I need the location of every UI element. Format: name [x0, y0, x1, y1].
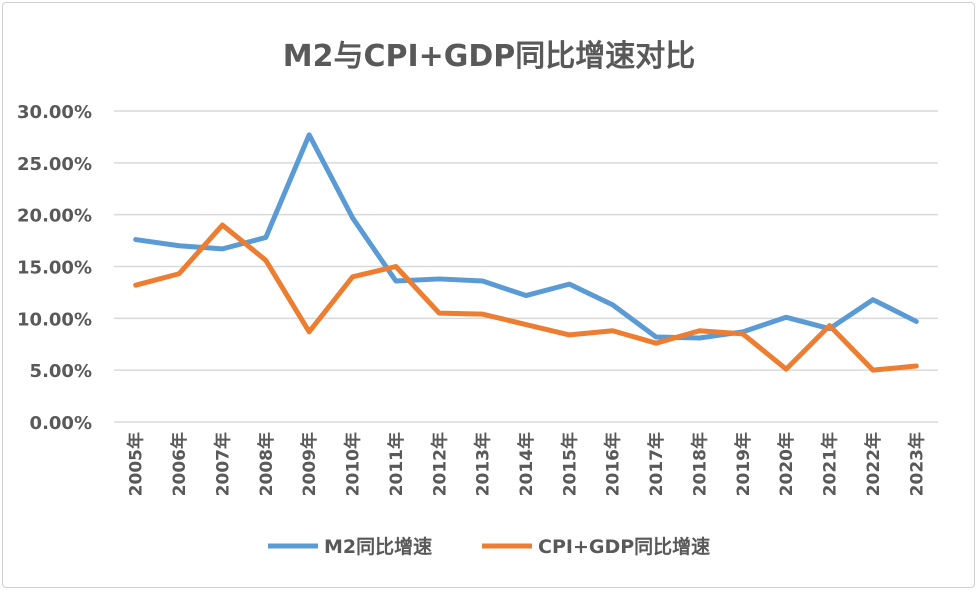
x-tick-label: 2005年 [126, 432, 147, 496]
y-tick-label: 0.00% [30, 413, 92, 434]
y-tick-label: 5.00% [30, 361, 92, 382]
x-tick-label: 2012年 [429, 432, 450, 496]
x-tick-label: 2006年 [169, 432, 190, 496]
x-tick-label: 2017年 [646, 432, 667, 496]
chart-title: M2与CPI+GDP同比增速对比 [283, 39, 696, 74]
x-tick-label: 2009年 [299, 432, 320, 496]
x-tick-label: 2023年 [906, 432, 927, 496]
x-tick-label: 2008年 [256, 432, 277, 496]
x-tick-label: 2011年 [386, 432, 407, 496]
y-tick-label: 15.00% [17, 258, 92, 279]
x-tick-label: 2022年 [863, 432, 884, 496]
y-tick-label: 30.00% [17, 102, 92, 123]
x-tick-label: 2019年 [733, 432, 754, 496]
legend-label: M2同比增速 [324, 535, 432, 558]
y-tick-label: 25.00% [17, 154, 92, 175]
series-line [133, 132, 919, 341]
x-tick-label: 2020年 [776, 432, 797, 496]
series-line [133, 222, 919, 373]
x-tick-label: 2018年 [689, 432, 710, 496]
x-tick-label: 2015年 [559, 432, 580, 496]
y-tick-label: 20.00% [17, 206, 92, 227]
legend-label: CPI+GDP同比增速 [538, 535, 710, 558]
x-tick-label: 2010年 [343, 432, 364, 496]
x-tick-label: 2016年 [603, 432, 624, 496]
y-tick-label: 10.00% [17, 309, 92, 330]
x-tick-label: 2014年 [516, 432, 537, 496]
x-tick-label: 2007年 [212, 432, 233, 496]
x-tick-label: 2013年 [473, 432, 494, 496]
x-tick-label: 2021年 [820, 432, 841, 496]
